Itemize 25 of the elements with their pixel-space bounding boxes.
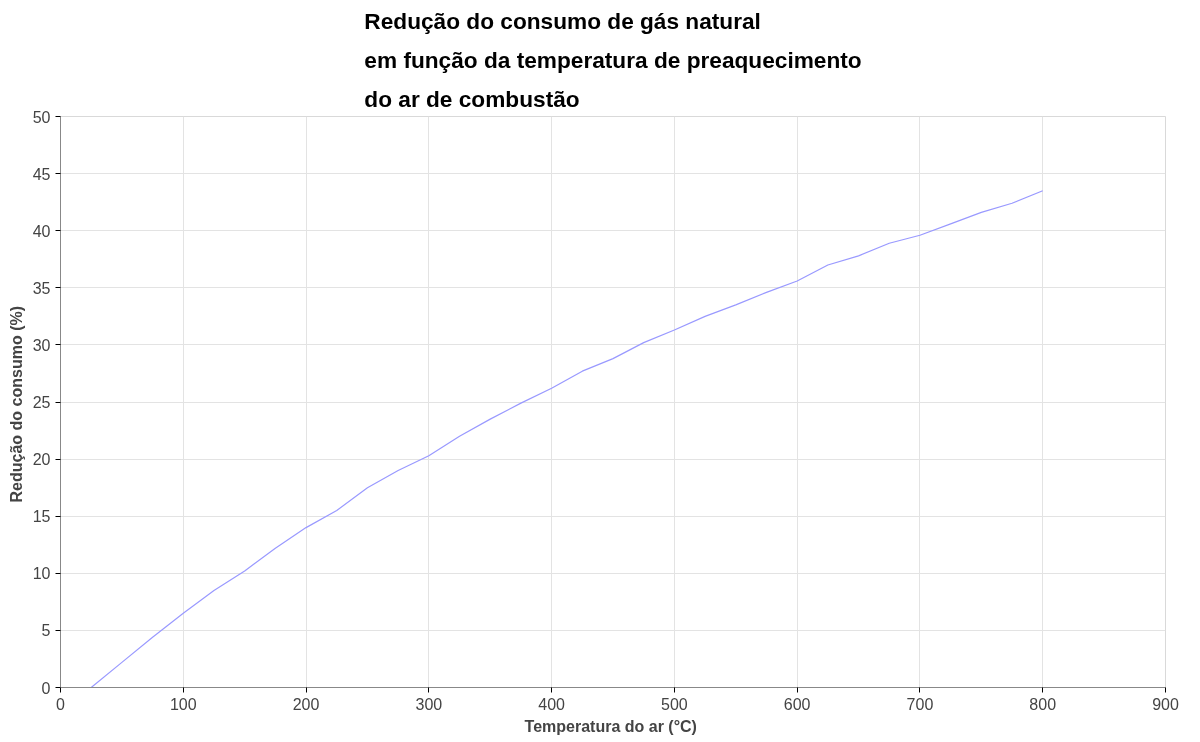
y-axis-title: Redução do consumo (%) xyxy=(7,306,25,503)
y-tick-label: 15 xyxy=(32,508,51,526)
y-tick-label: 25 xyxy=(32,394,51,411)
y-tick-label: 10 xyxy=(32,565,51,583)
x-tick-label: 100 xyxy=(169,695,197,713)
y-tick-label: 20 xyxy=(32,451,51,469)
x-axis-title: Temperatura do ar (°C) xyxy=(524,717,697,735)
x-tick-label: 800 xyxy=(1029,695,1057,713)
x-tick-label: 500 xyxy=(661,695,688,713)
y-tick-label: 40 xyxy=(32,222,51,240)
x-tick-label: 900 xyxy=(1152,695,1179,713)
chart-title: Redução do consumo de gás natural em função da temperatura de preaquecimento do ar de combustão xyxy=(364,7,862,112)
x-tick-label: 400 xyxy=(538,695,566,713)
y-tick-label: 50 xyxy=(32,108,51,126)
y-tick-label: 45 xyxy=(32,165,51,183)
y-tick-label: 35 xyxy=(32,279,51,297)
y-tick-label: 5 xyxy=(41,622,51,640)
line-series xyxy=(90,190,1044,688)
y-tick-label: 0 xyxy=(41,679,51,697)
x-tick-label: 600 xyxy=(783,695,811,713)
x-tick-label: 200 xyxy=(292,695,320,713)
x-tick-label: 0 xyxy=(56,695,66,713)
y-tick-label: 30 xyxy=(32,336,51,354)
x-tick-label: 300 xyxy=(415,695,443,713)
x-tick-label: 700 xyxy=(906,695,934,713)
